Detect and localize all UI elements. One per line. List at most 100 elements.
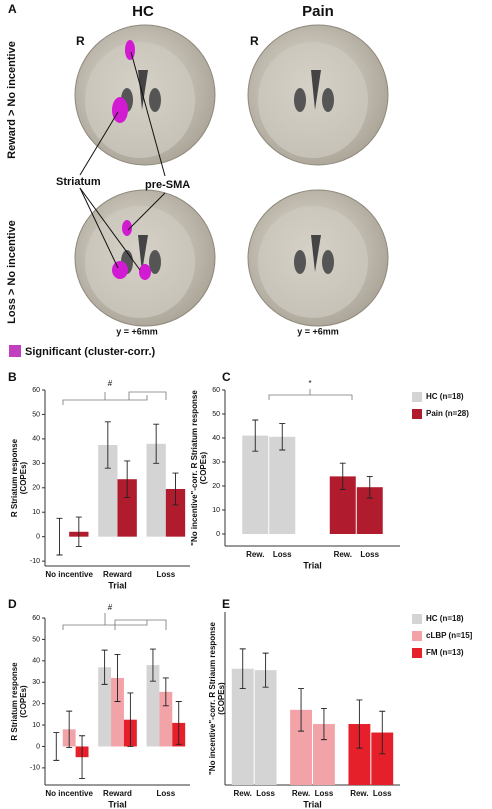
x-tick-label: Rew. <box>292 789 310 798</box>
x-tick-label: Rew. <box>334 550 352 559</box>
bar <box>371 732 394 785</box>
panel-label: E <box>222 597 230 611</box>
legend-swatch <box>412 409 422 419</box>
region-label: pre-SMA <box>145 179 190 191</box>
y-axis-label: "No incentive"-corr. R Striaum response <box>208 621 217 775</box>
y-tick-label: 50 <box>32 411 40 418</box>
x-tick-label: No incentive <box>45 570 93 579</box>
bar <box>165 489 186 537</box>
y-tick-label: -10 <box>30 558 40 565</box>
hemisphere-label: R <box>250 34 259 48</box>
legend-label: Pain (n=28) <box>426 409 469 418</box>
y-tick-label: 50 <box>32 636 40 643</box>
y-tick-label: 0 <box>36 534 40 541</box>
y-tick-label: 60 <box>212 387 220 394</box>
error-bar <box>262 652 269 688</box>
y-axis-label: (COPEs) <box>19 461 28 494</box>
error-bar <box>279 423 286 451</box>
x-tick-label: Loss <box>373 789 392 798</box>
error-bar <box>53 732 60 761</box>
slice-label: y = +6mm <box>297 326 339 336</box>
legend-swatch <box>9 345 21 357</box>
panel-label: C <box>222 370 231 384</box>
y-tick-label: -10 <box>30 765 40 772</box>
x-tick-label: Loss <box>156 789 175 798</box>
x-tick-label: Loss <box>273 550 292 559</box>
panel-label: B <box>8 370 17 384</box>
y-tick-label: 20 <box>32 700 40 707</box>
legend-swatch <box>412 614 422 624</box>
y-axis-label: (COPEs) <box>217 682 226 715</box>
y-axis-label: (COPEs) <box>199 451 208 484</box>
error-bar <box>366 475 373 499</box>
error-bar <box>66 710 73 748</box>
error-bar <box>320 707 327 741</box>
legend-swatch <box>412 648 422 658</box>
annotation: # <box>108 379 113 388</box>
bar <box>111 677 124 747</box>
y-axis-label: "No incentive"-corr. R Striatum response <box>190 390 199 546</box>
y-tick-label: 30 <box>212 459 220 466</box>
y-tick-label: 60 <box>32 615 40 622</box>
column-label: Pain <box>302 3 334 20</box>
x-axis-label: Trial <box>303 560 322 570</box>
annotation: * <box>308 379 311 388</box>
y-tick-label: 20 <box>212 483 220 490</box>
y-tick-label: 20 <box>32 485 40 492</box>
y-tick-label: 10 <box>32 509 40 516</box>
y-tick-label: 40 <box>32 436 40 443</box>
error-bar <box>104 421 111 469</box>
panel-label: A <box>8 2 17 16</box>
error-bar <box>149 648 156 682</box>
x-tick-label: No incentive <box>45 789 93 798</box>
error-bar <box>356 699 363 749</box>
bar <box>159 691 173 747</box>
x-axis-label: Trial <box>108 799 127 809</box>
brain <box>247 189 389 327</box>
significance-brackets <box>62 389 353 630</box>
row-label: Reward > No incentive <box>6 41 18 159</box>
error-bar <box>175 701 182 745</box>
bar <box>98 445 118 537</box>
y-tick-label: 40 <box>212 435 220 442</box>
hemisphere-label: R <box>76 34 85 48</box>
bar <box>146 665 160 747</box>
bar <box>348 724 371 785</box>
x-tick-label: Loss <box>315 789 334 798</box>
bar <box>290 709 312 785</box>
error-bar <box>339 462 346 491</box>
brain-images <box>74 24 389 327</box>
x-tick-label: Loss <box>256 789 275 798</box>
brain <box>74 24 216 166</box>
bar <box>313 724 335 785</box>
row-label: Loss > No incentive <box>6 220 18 324</box>
error-bar <box>252 419 259 452</box>
error-bar <box>298 688 305 732</box>
y-tick-label: 10 <box>212 507 220 514</box>
y-tick-label: 0 <box>36 743 40 750</box>
y-tick-label: 40 <box>32 658 40 665</box>
legend-label: Significant (cluster-corr.) <box>25 346 156 358</box>
pointer-lines <box>79 51 166 271</box>
x-tick-label: Rew. <box>350 789 368 798</box>
error-bar <box>162 677 169 707</box>
error-bar <box>56 517 63 556</box>
error-bar <box>172 472 179 506</box>
y-tick-label: 30 <box>32 679 40 686</box>
x-tick-label: Rew. <box>246 550 264 559</box>
error-bar <box>379 710 386 755</box>
bar <box>146 443 166 537</box>
x-tick-label: Reward <box>103 570 132 579</box>
region-label: Striatum <box>56 176 101 188</box>
legend-label: cLBP (n=15] <box>426 631 473 640</box>
y-tick-label: 10 <box>32 722 40 729</box>
panel-label: D <box>8 597 17 611</box>
x-tick-label: Reward <box>103 789 132 798</box>
legend-label: FM (n=13) <box>426 648 464 657</box>
y-tick-label: 60 <box>32 387 40 394</box>
y-axis-label: R Striatum response <box>10 662 19 741</box>
error-bar <box>153 423 160 464</box>
x-axis-label: Trial <box>303 799 322 809</box>
y-tick-label: 0 <box>216 531 220 538</box>
